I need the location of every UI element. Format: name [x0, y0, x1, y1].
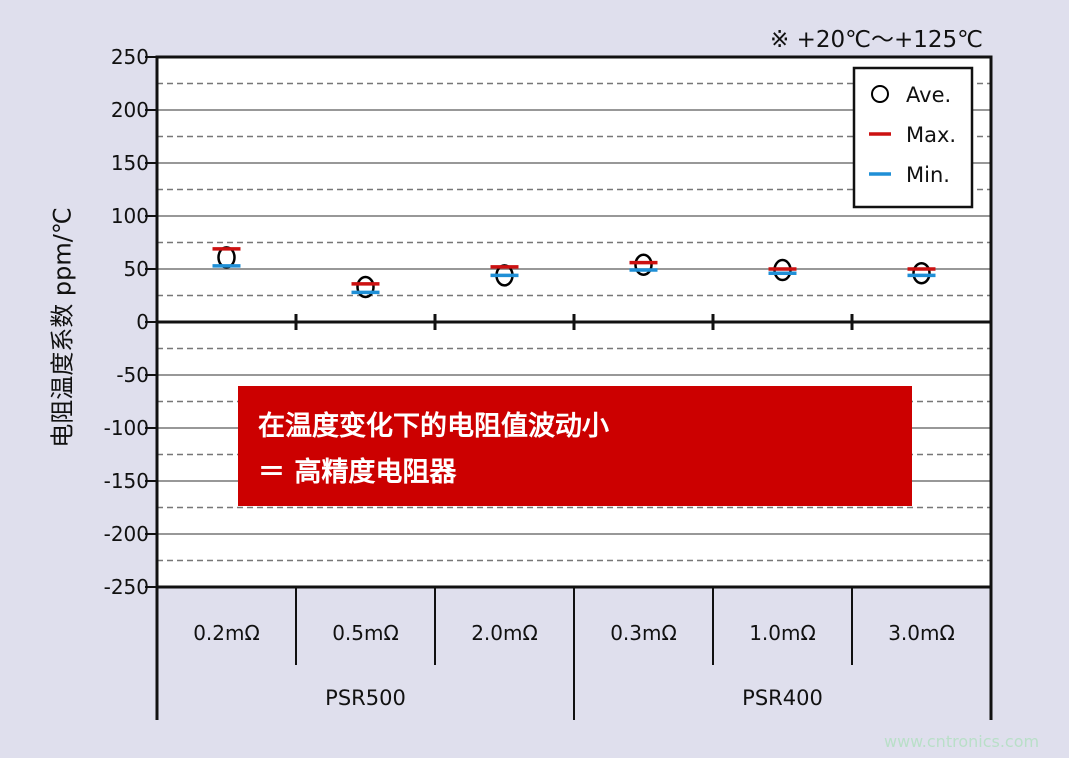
- annotation-line-1: 在温度变化下的电阻值波动小: [258, 411, 609, 442]
- group-label: PSR500: [325, 686, 406, 710]
- y-tick-label: 100: [111, 204, 149, 228]
- legend-box: [852, 66, 974, 209]
- category-label: 2.0mΩ: [471, 621, 538, 645]
- category-label: 0.5mΩ: [332, 621, 399, 645]
- y-tick-label: 50: [124, 257, 149, 281]
- y-tick-label: -50: [116, 363, 149, 387]
- annotation-banner: 在温度变化下的电阻值波动小 ＝ 高精度电阻器: [238, 386, 912, 506]
- y-tick-label: 200: [111, 98, 149, 122]
- y-tick-label: -250: [104, 575, 149, 599]
- legend-label: Min.: [906, 163, 950, 187]
- legend-ave-icon: [871, 85, 889, 103]
- y-tick-label: 150: [111, 151, 149, 175]
- category-label: 0.3mΩ: [610, 621, 677, 645]
- annotation-line-2: ＝ 高精度电阻器: [258, 457, 457, 488]
- watermark: www.cntronics.com: [884, 732, 1040, 751]
- y-tick-label: 250: [111, 45, 149, 69]
- category-label: 3.0mΩ: [888, 621, 955, 645]
- temperature-range-note: ※ +20℃～+125℃: [770, 27, 983, 53]
- y-axis-label: 电阻温度系数 ppm/℃: [48, 207, 77, 448]
- y-tick-label: -200: [104, 522, 149, 546]
- legend-label: Max.: [906, 123, 956, 147]
- ave-point: [912, 261, 931, 285]
- group-label: PSR400: [742, 686, 823, 710]
- category-label: 1.0mΩ: [749, 621, 816, 645]
- ave-point: [356, 275, 375, 299]
- ave-point: [634, 253, 653, 277]
- y-tick-label: 0: [136, 310, 149, 334]
- category-label: 0.2mΩ: [193, 621, 260, 645]
- legend-label: Ave.: [906, 83, 951, 107]
- y-tick-label: -100: [104, 416, 149, 440]
- y-tick-label: -150: [104, 469, 149, 493]
